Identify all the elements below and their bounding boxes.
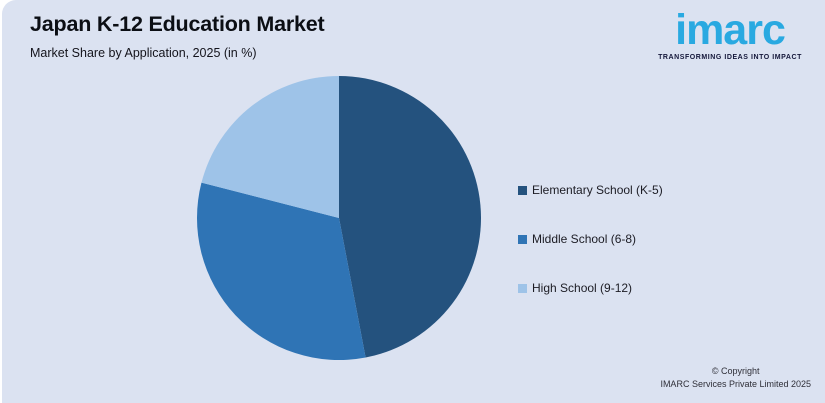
chart-legend: Elementary School (K-5) Middle School (6… [518, 183, 663, 295]
copyright-line2: IMARC Services Private Limited 2025 [660, 379, 811, 389]
page-subtitle: Market Share by Application, 2025 (in %) [30, 46, 257, 60]
legend-marker-icon [518, 185, 527, 195]
pie-chart [196, 76, 482, 360]
copyright-line1: © Copyright [711, 366, 760, 376]
copyright-notice: © Copyright IMARC Services Private Limit… [660, 365, 811, 391]
legend-label: High School (9-12) [532, 281, 633, 295]
pie-chart-svg [196, 76, 482, 360]
page-title: Japan K-12 Education Market [30, 12, 325, 36]
legend-item-elementary-school: Elementary School (K-5) [518, 183, 663, 197]
legend-marker-icon [518, 283, 527, 293]
legend-label: Middle School (6-8) [532, 232, 637, 246]
legend-label: Elementary School (K-5) [532, 183, 663, 197]
pie-slice-middle-school-6-8 [196, 182, 366, 360]
pie-slice-elementary-school-k-5 [339, 76, 482, 358]
legend-marker-icon [518, 234, 527, 244]
chart-header: Japan K-12 Education Market Market Share… [30, 12, 325, 60]
imarc-wordmark: imarc [675, 6, 786, 54]
pie-slice-high-school-9-12 [201, 76, 339, 218]
legend-item-middle-school: Middle School (6-8) [518, 232, 663, 246]
imarc-tagline: TRANSFORMING IDEAS INTO IMPACT [658, 54, 802, 61]
imarc-logo: imarc TRANSFORMING IDEAS INTO IMPACT [644, 7, 816, 61]
legend-item-high-school: High School (9-12) [518, 281, 663, 295]
